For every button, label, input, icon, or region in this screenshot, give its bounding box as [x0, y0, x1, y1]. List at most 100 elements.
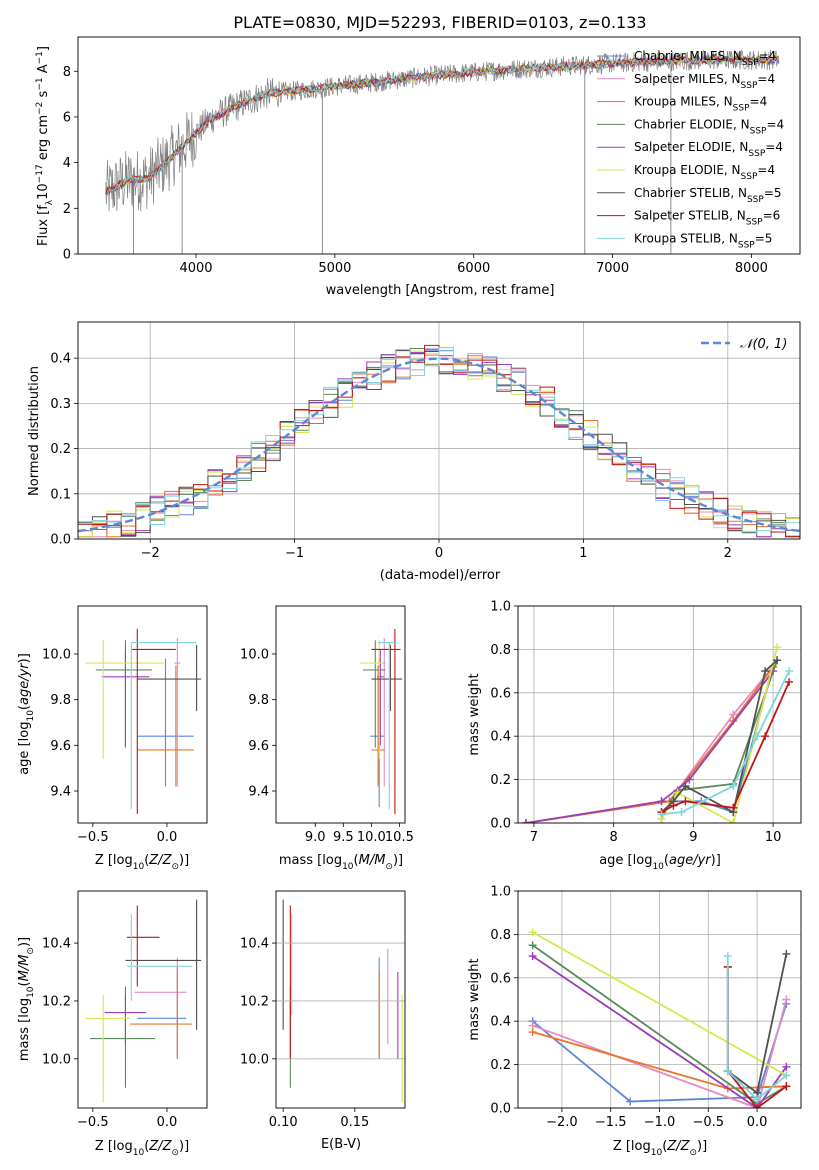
label-part: age/yr — [17, 662, 32, 705]
y-tick-label: 4 — [63, 156, 71, 171]
label-part: ( — [662, 1139, 667, 1154]
label-part: 10 — [133, 1148, 145, 1158]
y-axis-label: mass [log10(M/M⊙)] — [17, 937, 36, 1061]
weight-marker — [723, 1067, 732, 1076]
label-part: =4 — [757, 72, 775, 86]
weight-series-line — [532, 931, 787, 1077]
y-axis-label: age [log10(age/yr)] — [17, 653, 36, 775]
y-tick-label: 0.6 — [490, 686, 511, 701]
age-vs-metallicity-panel: −0.5 0.09.49.69.810.0Z [log10(Z/Z⊙)]age [… — [17, 605, 208, 872]
weight-marker — [782, 1062, 791, 1071]
y-tick-label: 0.0 — [490, 1102, 511, 1117]
label-part: ( — [17, 981, 32, 986]
weight-marker — [761, 667, 770, 676]
y-tick-label: 9.8 — [50, 693, 71, 708]
y-tick-label: 9.6 — [248, 739, 269, 754]
label-part: =5 — [755, 231, 773, 245]
label-part: )] — [17, 937, 32, 947]
model-fit-line — [105, 55, 779, 195]
y-tick-label: 1.0 — [490, 885, 511, 900]
legend-label: 𝒩(0, 1) — [740, 337, 787, 352]
weight-series-line — [661, 681, 790, 813]
weight-marker — [785, 677, 794, 686]
label-part: Z/Z — [666, 1139, 690, 1154]
x-tick-label: 2 — [724, 546, 732, 561]
y-tick-label: 0.6 — [490, 971, 511, 986]
legend-label: Salpeter MILES, NSSP=4 — [634, 72, 775, 91]
x-tick-label: 0.15 — [340, 1115, 369, 1130]
weight-vs-age-panel: 7 8 9 10 0.0 0.2 0.4 0.6 0.8 1.0 mass weight age [l… — [467, 600, 802, 872]
label-part: SSP — [742, 58, 759, 68]
legend-label: Salpeter ELODIE, NSSP=4 — [634, 140, 783, 159]
label-part: SSP — [747, 195, 764, 205]
label-part: )] — [17, 653, 32, 663]
weight-series-line — [532, 955, 788, 1108]
y-tick-label: 0.2 — [490, 773, 511, 788]
weight-marker — [528, 941, 537, 950]
y-axis-label: mass weight — [467, 958, 482, 1040]
weight-marker — [753, 1095, 762, 1104]
label-part: Kroupa MILES, N — [634, 95, 733, 109]
label-part: SSP — [750, 126, 767, 136]
x-tick-label: 0 — [435, 546, 443, 561]
label-part: )] — [697, 1139, 707, 1154]
legend-label: Chabrier STELIB, NSSP=5 — [634, 186, 782, 205]
weight-marker — [521, 819, 530, 823]
label-part: 10 — [652, 862, 664, 872]
weight-marker — [528, 1028, 537, 1037]
label-part: −2 — [35, 102, 45, 115]
legend-label: Salpeter STELIB, NSSP=6 — [634, 209, 780, 228]
spectrum-panel: 4000 5000 6000 7000 8000 0 2 4 6 8 wavelength [Ang… — [35, 36, 801, 298]
weight-marker — [681, 797, 690, 806]
weight-marker — [681, 782, 690, 791]
label-part: =4 — [766, 117, 784, 131]
label-part: ] — [36, 46, 51, 51]
label-part: =5 — [764, 186, 782, 200]
normal-reference-curve — [78, 357, 800, 533]
label-part: ⊙ — [171, 1148, 179, 1158]
y-tick-label: 0.4 — [490, 1015, 511, 1030]
label-part: )] — [393, 853, 403, 868]
x-tick-label: 0.0 — [157, 1115, 178, 1130]
label-part: 10 — [26, 986, 36, 998]
label-part: Z [log — [95, 1139, 133, 1154]
weight-marker — [782, 1082, 791, 1091]
y-tick-label: 0.3 — [50, 397, 71, 412]
weight-marker — [753, 732, 762, 741]
label-part: ( — [664, 853, 669, 868]
weight-marker — [753, 1104, 762, 1108]
x-tick-label: 10.5 — [385, 830, 414, 845]
x-tick-label: −2 — [141, 546, 160, 561]
y-tick-label: 10.2 — [42, 994, 71, 1009]
weight-marker — [677, 808, 686, 817]
x-tick-label: 7 — [530, 830, 538, 845]
label-part: SSP — [741, 81, 758, 91]
label-part: Kroupa ELODIE, N — [634, 163, 741, 177]
x-tick-label: 9.0 — [305, 830, 326, 845]
y-tick-label: 10.4 — [42, 937, 71, 952]
label-part: ( — [354, 853, 359, 868]
weight-marker — [785, 667, 794, 676]
label-part: =4 — [757, 163, 775, 177]
y-tick-label: 0 — [63, 248, 71, 263]
axes-frame — [275, 605, 406, 824]
label-part: =6 — [763, 209, 781, 223]
weight-series-line — [726, 956, 787, 1101]
label-part: 10 — [36, 183, 51, 200]
axes-frame — [275, 890, 406, 1109]
label-part: 10 — [133, 862, 145, 872]
label-part: =4 — [750, 95, 768, 109]
axes-frame — [77, 890, 208, 1109]
weight-marker — [773, 656, 782, 665]
y-tick-label: 0.2 — [490, 1058, 511, 1073]
label-part: SSP — [733, 104, 750, 114]
y-tick-label: 0.4 — [50, 352, 71, 367]
label-part: ⊙ — [171, 862, 179, 872]
x-axis-label: mass [log10(M/M⊙)] — [279, 853, 403, 872]
axes-frame — [517, 890, 802, 1109]
label-part: =4 — [765, 140, 783, 154]
x-axis-label: (data-model)/error — [380, 568, 501, 583]
label-part: =4 — [759, 49, 777, 63]
y-tick-label: 10.0 — [240, 647, 269, 662]
y-tick-label: 10.0 — [42, 1052, 71, 1067]
